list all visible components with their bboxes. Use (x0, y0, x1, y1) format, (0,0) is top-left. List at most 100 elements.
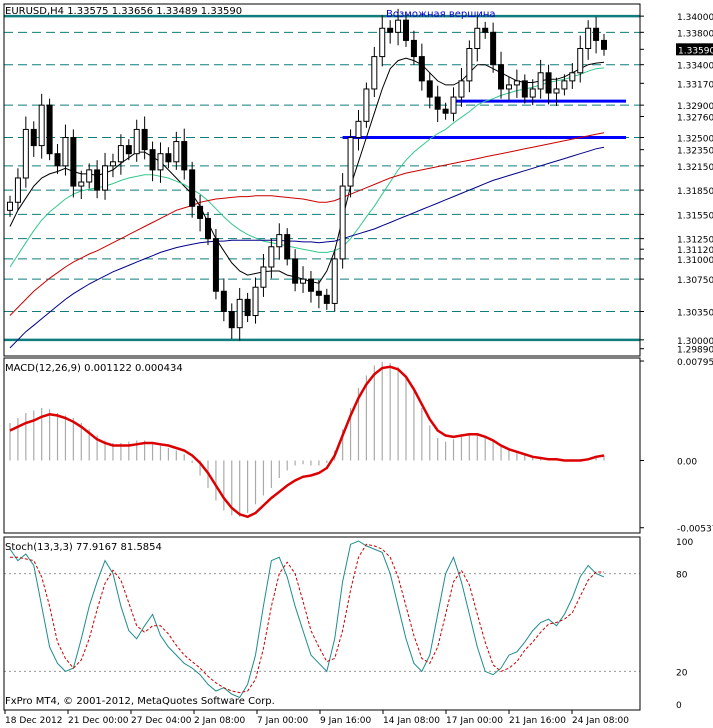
candle-body (363, 88, 370, 122)
price-tick-label: 1.33400 (677, 62, 713, 72)
stochastic-panel (4, 540, 640, 699)
macd-tick-label: -0.005378 (677, 525, 713, 535)
stoch-title: Stoch(13,3,3) 77.9167 81.5854 (5, 542, 162, 553)
candle-body (220, 290, 227, 312)
candle-body (173, 141, 180, 163)
candle-body (14, 177, 21, 203)
candle-body (521, 80, 528, 98)
candle-body (513, 80, 520, 86)
price-tick-label: 1.31000 (677, 256, 713, 266)
candle-body (78, 181, 85, 187)
candle-body (561, 80, 568, 90)
price-panel-frame (3, 3, 641, 357)
candle-body (395, 19, 402, 33)
price-tick-label: 1.34000 (677, 13, 713, 23)
candle-body (585, 27, 592, 50)
candle-body (537, 72, 544, 90)
stoch-tick-label: 0 (676, 701, 682, 711)
candle-body (434, 96, 441, 110)
candle-body (165, 153, 172, 163)
price-tick-label: 1.30350 (677, 308, 713, 318)
moving-averages (9, 57, 605, 349)
candle-body (292, 258, 299, 284)
ma-blue-line (9, 146, 605, 349)
candle-body (181, 141, 188, 171)
price-tick-label: 1.32350 (677, 147, 713, 157)
macd-signal-line (9, 365, 605, 519)
candle-body (30, 128, 37, 147)
candle-body (466, 48, 473, 82)
candle-body (189, 169, 196, 207)
candle-body (149, 149, 156, 171)
candle-body (593, 27, 600, 41)
candle-body (498, 64, 505, 90)
candle-body (418, 56, 425, 82)
macd-panel (9, 361, 605, 519)
candle-body (410, 39, 417, 58)
candle-body (125, 145, 132, 155)
price-tick-label: 1.32500 (677, 135, 713, 145)
candle-body (450, 96, 457, 114)
candle-body (109, 161, 116, 167)
ma-green-line (9, 67, 605, 268)
candle-body (331, 258, 338, 304)
candle-body (403, 19, 409, 41)
candle-body (474, 27, 481, 50)
candle-body (529, 88, 536, 98)
stoch-panel-frame (3, 536, 641, 711)
price-title: EURUSD,H4 1.33575 1.33656 1.33489 1.3359… (5, 6, 242, 17)
price-tick-label: 1.30000 (677, 337, 713, 347)
candle-body (46, 104, 53, 155)
candle-body (601, 39, 607, 50)
candle-body (553, 88, 560, 94)
candle-body (307, 278, 314, 292)
price-tick-label: 1.32760 (677, 113, 713, 123)
price-tick-label: 1.31120 (677, 246, 713, 256)
ma-red-line (9, 132, 605, 316)
stoch-tick-label: 80 (676, 571, 688, 581)
candle-body (260, 266, 267, 288)
candle-body (86, 169, 93, 183)
candle-body (315, 290, 322, 296)
candle-body (228, 310, 235, 329)
candle-body (205, 217, 211, 240)
macd-tick-label: 0.007958 (677, 358, 713, 368)
candle-body (94, 169, 101, 191)
candle-body (339, 185, 346, 260)
ma-fast-line (9, 57, 605, 284)
candle-body (505, 84, 512, 90)
time-tick-label: 21 Jan 16:00 (509, 716, 566, 726)
candle-body (133, 128, 140, 155)
candle-body (276, 234, 283, 248)
candle-body (157, 153, 164, 171)
candle-body (7, 201, 13, 211)
candle-body (117, 145, 124, 163)
time-tick-label: 18 Dec 2012 (5, 716, 63, 726)
price-candles (7, 8, 607, 341)
candle-body (379, 27, 386, 58)
time-tick-label: 2 Jan 08:00 (194, 716, 246, 726)
candle-body (38, 104, 45, 147)
macd-tick-label: 0.00 (677, 458, 697, 468)
candle-body (212, 238, 219, 292)
stoch-tick-label: 20 (676, 668, 688, 678)
time-tick-label: 7 Jan 00:00 (257, 716, 309, 726)
stoch-main-line (9, 540, 605, 699)
price-tick-label: 1.31550 (677, 211, 713, 221)
candle-body (577, 48, 584, 74)
price-tick-label: 1.32900 (677, 102, 713, 112)
candle-body (458, 80, 465, 98)
candle-body (284, 234, 291, 260)
price-tick-label: 1.33170 (677, 80, 713, 90)
price-tick-label: 1.33800 (677, 29, 713, 39)
macd-title: MACD(12,26,9) 0.001122 0.000434 (5, 363, 183, 374)
price-tick-label: 1.30750 (677, 276, 713, 286)
candle-body (545, 72, 552, 94)
candle-body (102, 165, 109, 191)
candle-body (426, 80, 433, 98)
candle-body (442, 108, 449, 114)
candle-body (62, 137, 69, 167)
price-tick-label: 1.32150 (677, 163, 713, 173)
candle-body (300, 278, 307, 284)
